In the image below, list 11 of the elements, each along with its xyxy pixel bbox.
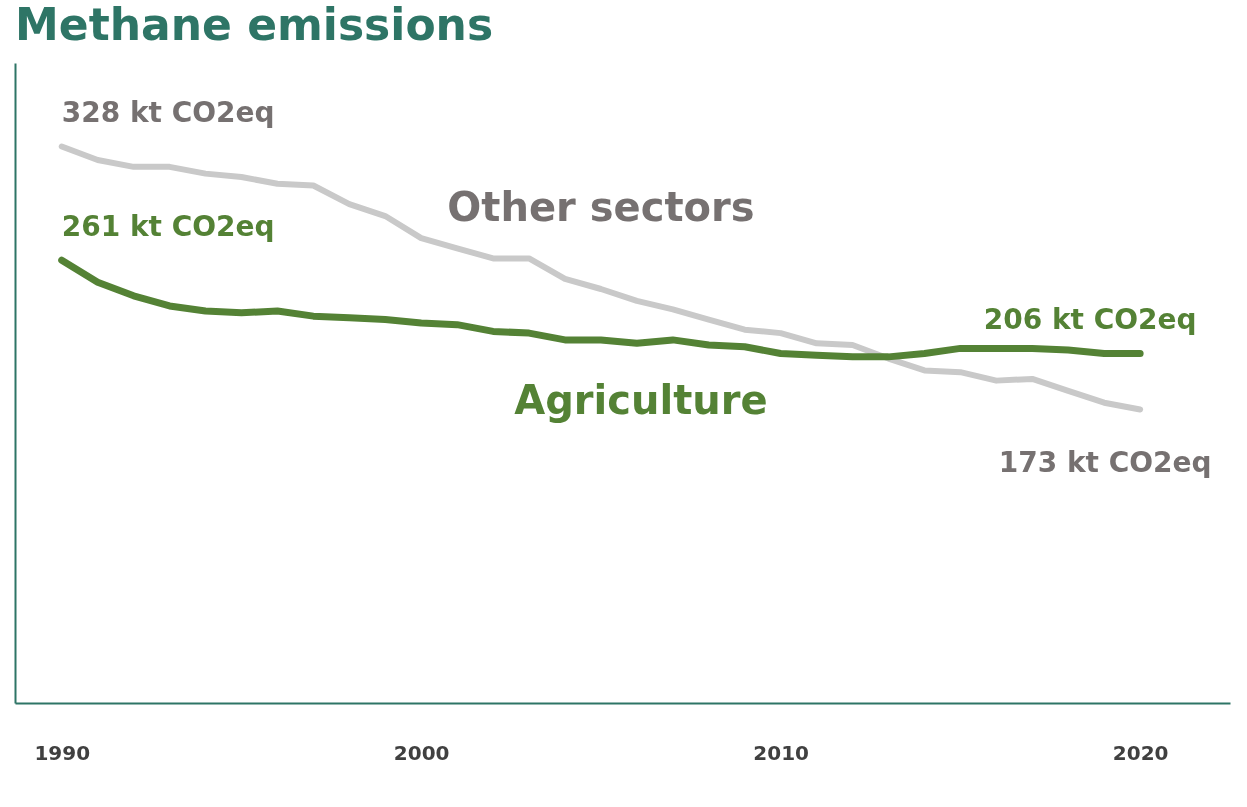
x-tick-label: 2000 — [393, 740, 450, 765]
series-label: Agriculture — [514, 376, 768, 423]
series-label: Other sectors — [447, 184, 755, 230]
data-label: 173 kt CO2eq — [998, 446, 1212, 480]
data-label: 206 kt CO2eq — [983, 303, 1197, 337]
x-tick-label: 2020 — [1112, 740, 1169, 765]
x-tick-label: 1990 — [34, 740, 91, 765]
x-tick-label: 2010 — [753, 740, 809, 765]
chart-title: Methane emissions — [15, 0, 494, 50]
data-label: 328 kt CO2eq — [61, 96, 275, 130]
data-label: 261 kt CO2eq — [61, 210, 275, 244]
